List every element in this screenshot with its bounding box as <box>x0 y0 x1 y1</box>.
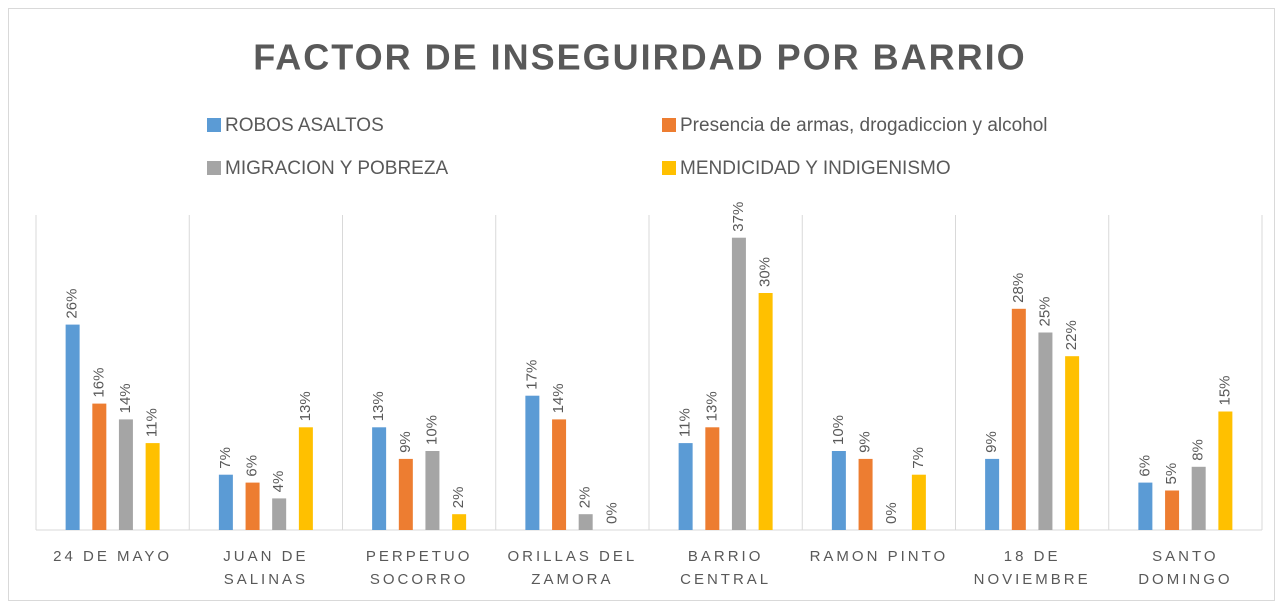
x-tick-label: SANTO DOMINGO <box>1138 548 1233 588</box>
legend-label: ROBOS ASALTOS <box>225 115 384 136</box>
bar <box>552 419 567 530</box>
legend-swatch <box>207 161 221 175</box>
bar <box>452 514 467 530</box>
data-label: 4% <box>270 471 287 493</box>
bar <box>1165 490 1180 530</box>
bar <box>1218 411 1233 530</box>
x-tick-label: JUAN DE SALINAS <box>223 548 309 588</box>
data-label: 6% <box>244 455 261 477</box>
data-label: 2% <box>577 487 594 509</box>
bar <box>65 324 80 530</box>
bar <box>1138 482 1153 530</box>
bar <box>911 474 926 530</box>
x-tick-label: RAMON PINTO <box>809 548 949 565</box>
legend-swatch <box>662 118 676 132</box>
bar <box>398 458 413 530</box>
data-label: 11% <box>144 408 161 437</box>
data-label: 9% <box>983 431 1000 453</box>
bar <box>578 514 593 530</box>
data-label: 7% <box>910 447 927 469</box>
data-label: 30% <box>757 257 774 287</box>
x-tick-label: 18 DE NOVIEMBRE <box>973 548 1091 588</box>
bar <box>118 419 133 530</box>
data-label: 10% <box>423 415 440 445</box>
legend-label: MIGRACION Y POBREZA <box>225 158 448 179</box>
bar <box>218 474 233 530</box>
data-label: 8% <box>1190 439 1207 461</box>
bar <box>145 443 160 530</box>
bar <box>1065 356 1080 530</box>
data-label: 7% <box>217 447 234 469</box>
data-label: 15% <box>1216 375 1233 405</box>
data-label: 17% <box>523 360 540 390</box>
x-tick-label: PERPETUO SOCORRO <box>365 548 473 588</box>
data-label: 22% <box>1063 320 1080 350</box>
bar <box>272 498 287 530</box>
data-label: 11% <box>677 408 694 437</box>
bar <box>1191 466 1206 530</box>
legend-swatch <box>207 118 221 132</box>
data-label: 9% <box>397 431 414 453</box>
bar <box>1038 332 1053 530</box>
legend-label: Presencia de armas, drogadiccion y alcoh… <box>680 115 1048 136</box>
bar <box>758 293 773 530</box>
bar <box>245 482 260 530</box>
data-label: 14% <box>550 383 567 413</box>
bar <box>298 427 313 530</box>
data-label: 14% <box>117 383 134 413</box>
data-label: 0% <box>883 502 900 524</box>
bar <box>525 395 540 530</box>
data-label: 26% <box>64 289 81 319</box>
data-label: 13% <box>297 391 314 421</box>
bar <box>425 451 440 530</box>
data-label: 25% <box>1036 296 1053 326</box>
bar <box>92 403 107 530</box>
bar <box>678 443 693 530</box>
x-tick-label: BARRIO CENTRAL <box>680 548 772 588</box>
bar <box>831 451 846 530</box>
data-label: 0% <box>603 502 620 524</box>
data-label: 10% <box>830 415 847 445</box>
bar <box>858 458 873 530</box>
bar <box>1011 308 1026 530</box>
legend-label: MENDICIDAD Y INDIGENISMO <box>680 158 951 179</box>
data-label: 9% <box>857 431 874 453</box>
bar <box>731 237 746 530</box>
data-label: 16% <box>90 368 107 398</box>
data-label: 2% <box>450 487 467 509</box>
legend-swatch <box>662 161 676 175</box>
chart-title: FACTOR DE INSEGUIRDAD POR BARRIO <box>253 37 1026 78</box>
data-label: 6% <box>1136 455 1153 477</box>
bar <box>372 427 387 530</box>
bar <box>705 427 720 530</box>
data-label: 37% <box>730 202 747 232</box>
bar <box>985 458 1000 530</box>
data-label: 28% <box>1010 273 1027 303</box>
data-label: 13% <box>703 391 720 421</box>
data-label: 5% <box>1163 463 1180 485</box>
data-label: 13% <box>370 391 387 421</box>
x-tick-label: 24 DE MAYO <box>53 548 173 565</box>
x-tick-label: ORILLAS DEL ZAMORA <box>507 548 638 588</box>
chart-border <box>8 8 1275 601</box>
